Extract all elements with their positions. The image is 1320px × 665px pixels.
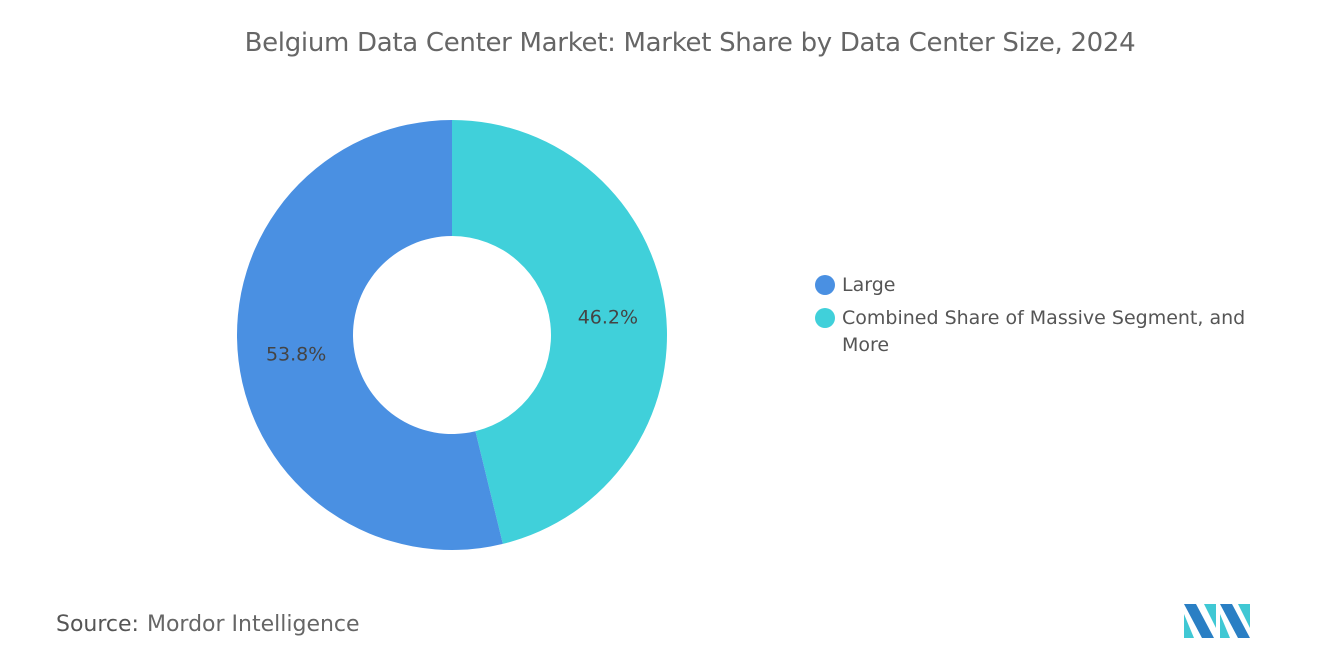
donut-slice-1[interactable] (237, 120, 503, 550)
legend-label: Combined Share of Massive Segment, and M… (842, 307, 1246, 356)
source-value: Mordor Intelligence (146, 612, 360, 637)
legend-item-large[interactable]: Large (815, 272, 1285, 299)
data-label-1: 53.8% (266, 344, 326, 366)
donut-slice-0[interactable] (452, 120, 667, 544)
legend-swatch-large (815, 275, 835, 295)
legend-label: Large (842, 274, 896, 296)
legend-item-massive[interactable]: Combined Share of Massive Segment, and M… (815, 305, 1285, 359)
mordor-intelligence-logo (1184, 604, 1250, 638)
source-note: Source: Mordor Intelligence (56, 612, 360, 637)
legend: Large Combined Share of Massive Segment,… (815, 272, 1285, 365)
chart-title: Belgium Data Center Market: Market Share… (244, 28, 1136, 58)
legend-swatch-massive (815, 308, 835, 328)
source-label: Source: (56, 612, 139, 637)
data-label-0: 46.2% (578, 306, 638, 328)
